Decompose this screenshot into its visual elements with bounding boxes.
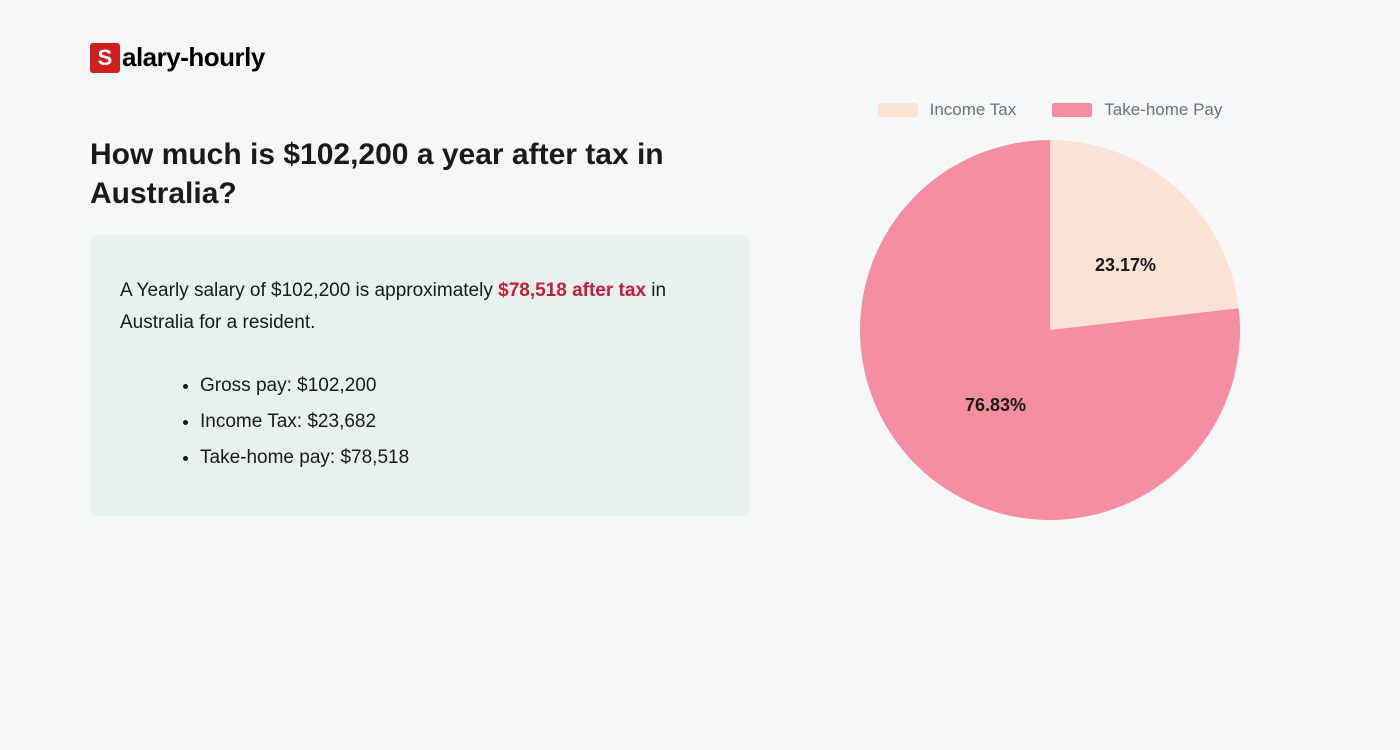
pie-chart-region: Income Tax Take-home Pay 23.17% 76.83% [830, 100, 1270, 520]
summary-text: A Yearly salary of $102,200 is approxima… [120, 275, 720, 340]
pie-svg [860, 140, 1240, 520]
legend-swatch [1052, 103, 1092, 117]
legend-swatch [878, 103, 918, 117]
legend-item-take-home: Take-home Pay [1052, 100, 1222, 120]
list-item: Income Tax: $23,682 [200, 404, 720, 440]
logo-text: alary-hourly [122, 42, 265, 73]
slice-label-income-tax: 23.17% [1095, 255, 1156, 276]
legend-label: Income Tax [930, 100, 1017, 120]
site-logo: S alary-hourly [90, 42, 265, 73]
logo-icon: S [90, 43, 120, 73]
breakdown-list: Gross pay: $102,200 Income Tax: $23,682 … [120, 368, 720, 476]
chart-legend: Income Tax Take-home Pay [830, 100, 1270, 120]
legend-item-income-tax: Income Tax [878, 100, 1017, 120]
summary-prefix: A Yearly salary of $102,200 is approxima… [120, 280, 498, 301]
list-item: Gross pay: $102,200 [200, 368, 720, 404]
legend-label: Take-home Pay [1104, 100, 1222, 120]
page-title: How much is $102,200 a year after tax in… [90, 135, 750, 213]
pie-chart: 23.17% 76.83% [860, 140, 1240, 520]
slice-label-take-home: 76.83% [965, 395, 1026, 416]
list-item: Take-home pay: $78,518 [200, 440, 720, 476]
summary-card: A Yearly salary of $102,200 is approxima… [90, 235, 750, 516]
summary-highlight: $78,518 after tax [498, 280, 646, 301]
